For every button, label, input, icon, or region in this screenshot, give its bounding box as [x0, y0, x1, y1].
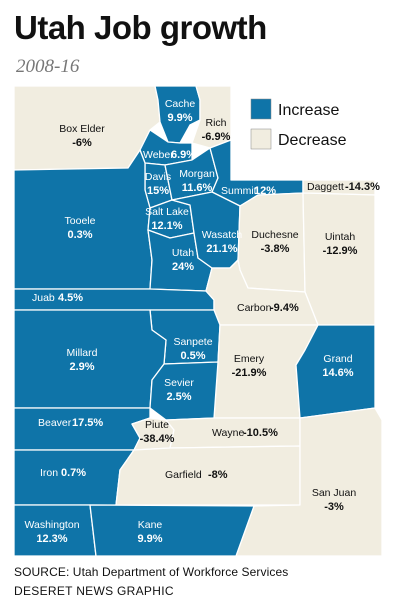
county-value-weber: 6.9% [171, 149, 196, 161]
county-name-grand: Grand [323, 353, 352, 365]
county-name-emery: Emery [234, 353, 265, 365]
county-name-uintah: Uintah [325, 231, 356, 243]
county-value-rich: -6.9% [202, 131, 231, 143]
county-name-juab: Juab [32, 292, 55, 304]
county-value-daggett: -14.3% [345, 181, 380, 193]
county-name-san-juan: San Juan [312, 487, 357, 499]
county-name-tooele: Tooele [65, 215, 96, 227]
legend-decrease-swatch [250, 128, 272, 150]
county-name-weber: Weber [143, 149, 174, 161]
county-beaver [13, 407, 151, 451]
county-value-duchesne: -3.8% [261, 243, 290, 255]
legend-decrease-label: Decrease [278, 132, 347, 149]
county-value-box-elder: -6% [72, 137, 92, 149]
county-value-wasatch: 21.1% [206, 243, 237, 255]
county-uintah [302, 192, 376, 326]
source-note: SOURCE: Utah Department of Workforce Ser… [14, 565, 289, 579]
county-name-box-elder: Box Elder [59, 123, 105, 135]
county-name-kane: Kane [138, 519, 163, 531]
county-name-wasatch: Wasatch [202, 229, 243, 241]
county-value-davis: 15% [147, 185, 169, 197]
county-value-utah: 24% [172, 261, 194, 273]
county-value-emery: -21.9% [232, 367, 267, 379]
county-value-millard: 2.9% [69, 361, 94, 373]
county-name-rich: Rich [205, 117, 226, 129]
county-value-garfield: -8% [208, 469, 228, 481]
county-value-kane: 9.9% [137, 533, 162, 545]
county-name-cache: Cache [165, 98, 196, 110]
county-value-washington: 12.3% [36, 533, 67, 545]
county-rich [191, 85, 232, 149]
county-value-grand: 14.6% [322, 367, 353, 379]
county-value-salt-lake: 12.1% [151, 220, 182, 232]
county-name-utah: Utah [172, 247, 194, 259]
county-name-millard: Millard [67, 347, 98, 359]
county-value-tooele: 0.3% [67, 229, 92, 241]
county-name-sanpete: Sanpete [173, 336, 212, 348]
county-name-wayne: Wayne [212, 427, 244, 439]
county-name-davis: Davis [145, 171, 171, 183]
county-name-washington: Washington [24, 519, 79, 531]
county-value-sanpete: 0.5% [180, 350, 205, 362]
county-carbon [205, 259, 319, 326]
legend-increase-label: Increase [278, 102, 339, 119]
county-value-wayne: -10.5% [243, 427, 278, 439]
county-value-cache: 9.9% [167, 112, 192, 124]
county-value-beaver: 17.5% [72, 417, 103, 429]
county-name-beaver: Beaver [38, 417, 72, 429]
county-value-sevier: 2.5% [166, 391, 191, 403]
county-millard [13, 309, 167, 409]
county-value-juab: 4.5% [58, 292, 83, 304]
county-kane [89, 504, 255, 557]
county-name-garfield: Garfield [165, 469, 202, 481]
map-title: Utah Job growth [14, 9, 267, 46]
county-name-carbon: Carbon [237, 302, 272, 314]
county-value-carbon: -9.4% [270, 302, 299, 314]
county-value-uintah: -12.9% [323, 245, 358, 257]
county-name-sevier: Sevier [164, 377, 194, 389]
county-name-salt-lake: Salt Lake [145, 206, 189, 218]
county-value-piute: -38.4% [140, 433, 175, 445]
county-value-iron: 0.7% [61, 467, 86, 479]
county-value-san-juan: -3% [324, 501, 344, 513]
county-value-summit: 12% [254, 185, 276, 197]
legend-increase-swatch [250, 98, 272, 120]
legend: Increase Decrease [250, 98, 347, 150]
county-name-iron: Iron [40, 467, 58, 479]
county-san-juan [235, 407, 383, 557]
county-name-summit: Summit [221, 185, 257, 197]
county-name-piute: Piute [145, 419, 169, 431]
map-subtitle: 2008-16 [16, 56, 80, 77]
county-name-daggett: Daggett [307, 181, 344, 193]
county-value-morgan: 11.6% [182, 182, 213, 194]
graphic-credit: DESERET NEWS GRAPHIC [14, 584, 174, 598]
county-name-morgan: Morgan [179, 168, 215, 180]
county-name-duchesne: Duchesne [251, 229, 298, 241]
